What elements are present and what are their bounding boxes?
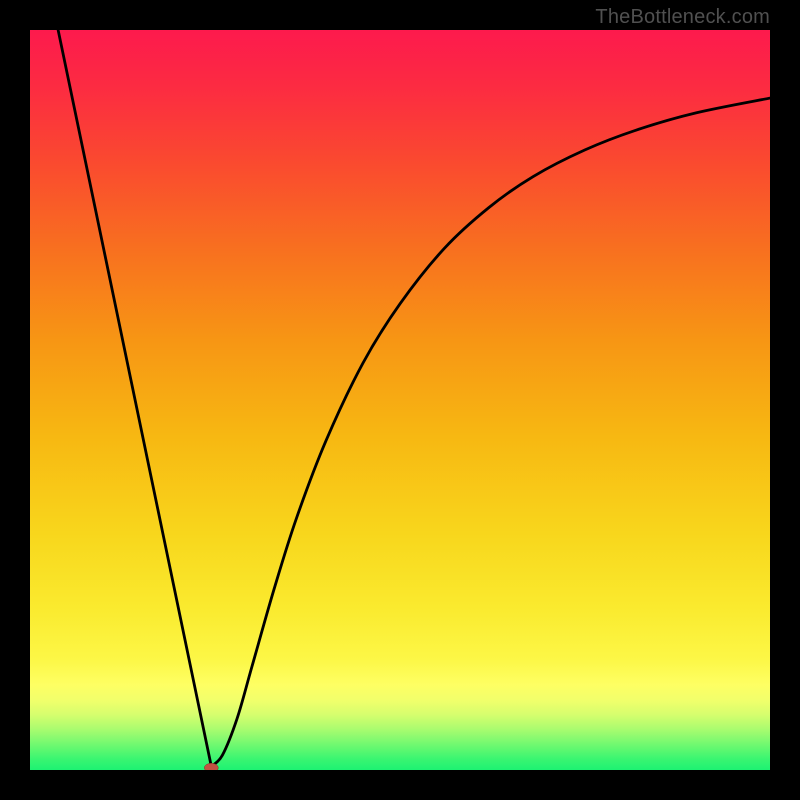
chart-svg xyxy=(30,30,770,770)
gradient-background xyxy=(30,30,770,770)
watermark-text: TheBottleneck.com xyxy=(595,6,770,29)
min-marker xyxy=(204,763,218,770)
plot-area xyxy=(30,30,770,770)
chart-container: TheBottleneck.com xyxy=(0,0,800,800)
